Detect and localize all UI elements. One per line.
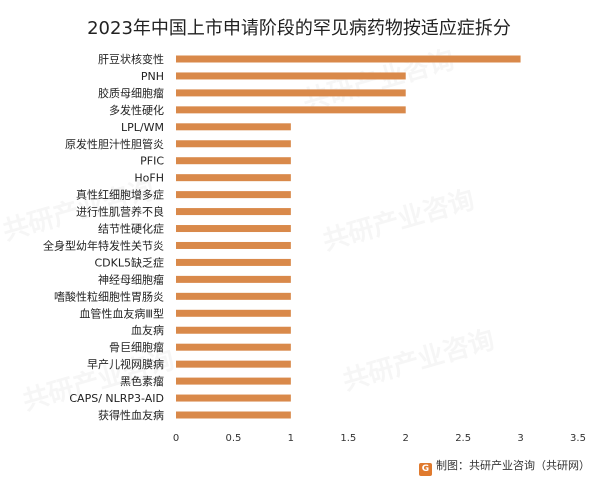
x-tick-label: 1.5 — [340, 433, 356, 444]
bar — [176, 360, 291, 368]
source-note: G 制图：共研产业咨询（共研网） — [0, 457, 590, 476]
category-label: 获得性血友病 — [98, 408, 164, 422]
bar — [176, 225, 291, 233]
category-label: CAPS/ NLRP3-AID — [69, 392, 164, 405]
bar — [176, 89, 406, 97]
category-label: 多发性硬化 — [109, 103, 164, 117]
x-tick-label: 0 — [173, 433, 179, 444]
bar — [176, 394, 291, 402]
category-label: 黑色素瘤 — [120, 374, 164, 388]
category-label: 嗜酸性粒细胞性胃肠炎 — [54, 289, 164, 303]
bar — [176, 72, 406, 80]
bar — [176, 258, 291, 266]
logo-icon: G — [419, 463, 432, 476]
category-label: LPL/WM — [121, 121, 164, 134]
category-label: 神经母细胞瘤 — [98, 272, 164, 286]
source-text: 制图：共研产业咨询（共研网） — [436, 459, 590, 472]
category-label: 血友病 — [131, 323, 164, 337]
bar — [176, 309, 291, 317]
category-label: 胶质母细胞瘤 — [98, 86, 164, 100]
category-label: CDKL5缺乏症 — [95, 255, 165, 269]
category-label: PFIC — [140, 155, 164, 168]
x-tick-label: 2.5 — [455, 433, 471, 444]
category-label: 结节性硬化症 — [98, 222, 164, 236]
category-label: 全身型幼年特发性关节炎 — [43, 238, 164, 252]
x-tick-label: 2 — [403, 433, 409, 444]
category-label: 血管性血友病Ⅲ型 — [79, 306, 164, 320]
category-label: 进行性肌营养不良 — [76, 205, 164, 219]
bar — [176, 292, 291, 300]
bar — [176, 208, 291, 216]
bar — [176, 241, 291, 249]
x-tick-labels: 0 0.5 1 1.5 2 2.5 3 3.5 — [173, 433, 586, 444]
category-label: 早产儿视网膜病 — [87, 357, 164, 371]
bar — [176, 326, 291, 334]
x-tick-label: 1 — [288, 433, 294, 444]
bar — [176, 140, 291, 148]
bar — [176, 377, 291, 385]
bar — [176, 106, 406, 114]
category-label: 骨巨细胞瘤 — [109, 340, 164, 354]
bar — [176, 191, 291, 199]
bar — [176, 157, 291, 165]
bar — [176, 123, 291, 131]
x-tick-label: 3 — [517, 433, 523, 444]
category-label: 真性红细胞增多症 — [76, 188, 164, 202]
bar — [176, 174, 291, 182]
x-tick-label: 0.5 — [225, 433, 241, 444]
category-label: PNH — [141, 70, 164, 83]
bar — [176, 343, 291, 351]
x-tick-label: 3.5 — [570, 433, 586, 444]
bars-layer — [176, 55, 521, 419]
bar — [176, 411, 291, 419]
category-label: HoFH — [134, 172, 164, 185]
category-label: 原发性胆汁性胆管炎 — [65, 137, 164, 151]
chart-title: 2023年中国上市申请阶段的罕见病药物按适应症拆分 — [87, 18, 511, 39]
category-label: 肝豆状核变性 — [98, 52, 164, 66]
bar — [176, 275, 291, 283]
bar — [176, 55, 521, 63]
